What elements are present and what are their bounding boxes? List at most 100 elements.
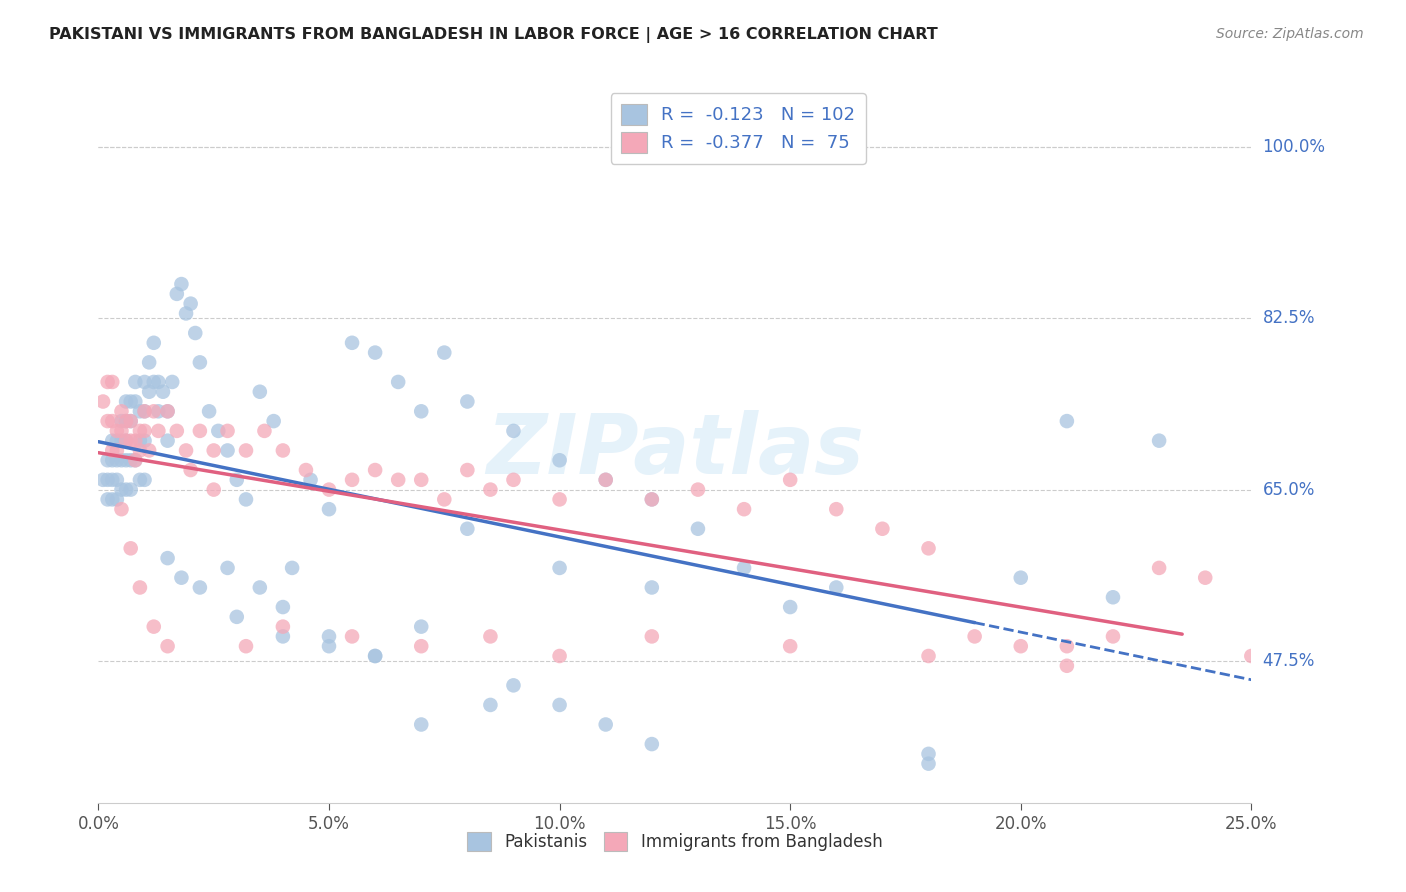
Point <box>134 375 156 389</box>
Point <box>91 394 114 409</box>
Point <box>188 581 211 595</box>
Point <box>97 492 120 507</box>
Point <box>134 404 156 418</box>
Point <box>160 375 183 389</box>
Point <box>115 434 138 448</box>
Point <box>686 522 709 536</box>
Point <box>411 639 433 653</box>
Point <box>129 473 152 487</box>
Point <box>101 443 124 458</box>
Point <box>174 443 197 458</box>
Point <box>249 384 271 399</box>
Point <box>271 619 294 633</box>
Point <box>825 581 848 595</box>
Point <box>188 424 211 438</box>
Point <box>479 629 502 643</box>
Point <box>110 424 132 438</box>
Point <box>318 502 340 516</box>
Point <box>364 463 387 477</box>
Point <box>253 424 276 438</box>
Point <box>917 648 939 663</box>
Point <box>433 345 456 359</box>
Point <box>502 473 524 487</box>
Point <box>101 453 124 467</box>
Point <box>1240 648 1263 663</box>
Point <box>110 434 132 448</box>
Point <box>1102 591 1125 605</box>
Text: Source: ZipAtlas.com: Source: ZipAtlas.com <box>1216 27 1364 41</box>
Point <box>318 639 340 653</box>
Point <box>263 414 285 428</box>
Point <box>295 463 318 477</box>
Point <box>595 473 617 487</box>
Point <box>120 541 142 556</box>
Point <box>97 473 120 487</box>
Point <box>174 306 197 320</box>
Point <box>1194 571 1216 585</box>
Point <box>235 492 257 507</box>
Point <box>148 375 170 389</box>
Point <box>411 717 433 731</box>
Point <box>779 639 801 653</box>
Point <box>217 424 239 438</box>
Point <box>101 492 124 507</box>
Point <box>124 375 146 389</box>
Point <box>479 483 502 497</box>
Point <box>217 443 239 458</box>
Point <box>217 561 239 575</box>
Point <box>120 394 142 409</box>
Point <box>129 424 152 438</box>
Point <box>156 551 179 566</box>
Point <box>184 326 207 340</box>
Point <box>138 355 160 369</box>
Point <box>129 581 152 595</box>
Point <box>120 414 142 428</box>
Point <box>271 629 294 643</box>
Legend: Pakistanis, Immigrants from Bangladesh: Pakistanis, Immigrants from Bangladesh <box>461 825 889 858</box>
Point <box>105 492 128 507</box>
Point <box>202 443 225 458</box>
Point <box>271 600 294 615</box>
Point <box>156 434 179 448</box>
Point <box>129 443 152 458</box>
Point <box>142 404 165 418</box>
Point <box>1056 658 1078 673</box>
Point <box>548 698 571 712</box>
Point <box>134 473 156 487</box>
Point <box>120 414 142 428</box>
Point <box>364 345 387 359</box>
Point <box>198 404 221 418</box>
Point <box>318 483 340 497</box>
Point <box>138 384 160 399</box>
Point <box>1010 571 1032 585</box>
Point <box>340 629 363 643</box>
Point <box>156 404 179 418</box>
Point <box>120 434 142 448</box>
Point <box>1056 639 1078 653</box>
Point <box>1102 629 1125 643</box>
Point <box>110 483 132 497</box>
Point <box>124 394 146 409</box>
Point <box>917 747 939 761</box>
Point <box>105 424 128 438</box>
Point <box>115 483 138 497</box>
Point <box>148 424 170 438</box>
Point <box>340 473 363 487</box>
Point <box>1010 639 1032 653</box>
Point <box>120 483 142 497</box>
Point <box>105 443 128 458</box>
Point <box>138 443 160 458</box>
Point <box>411 473 433 487</box>
Point <box>235 443 257 458</box>
Point <box>120 453 142 467</box>
Point <box>115 414 138 428</box>
Point <box>156 404 179 418</box>
Point <box>963 629 986 643</box>
Text: PAKISTANI VS IMMIGRANTS FROM BANGLADESH IN LABOR FORCE | AGE > 16 CORRELATION CH: PAKISTANI VS IMMIGRANTS FROM BANGLADESH … <box>49 27 938 43</box>
Point <box>364 648 387 663</box>
Point <box>271 443 294 458</box>
Point <box>825 502 848 516</box>
Point <box>129 434 152 448</box>
Point <box>97 375 120 389</box>
Point <box>733 502 755 516</box>
